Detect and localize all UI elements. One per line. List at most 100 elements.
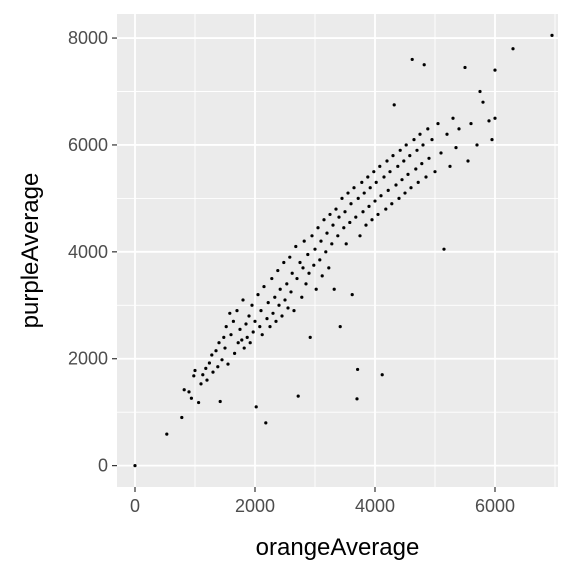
data-point	[231, 319, 235, 323]
data-point	[226, 362, 230, 366]
data-point	[403, 191, 407, 195]
data-points	[133, 33, 554, 468]
x-tick-label: 4000	[355, 496, 395, 516]
data-point	[238, 327, 242, 331]
data-point	[415, 148, 419, 152]
data-point	[370, 218, 374, 222]
data-point	[410, 57, 414, 62]
data-point	[220, 358, 224, 362]
data-point	[280, 314, 284, 318]
data-point	[358, 234, 362, 238]
data-point	[490, 137, 494, 142]
data-point	[392, 103, 396, 107]
data-point	[397, 196, 401, 200]
data-point	[433, 170, 437, 174]
x-tick-label: 0	[130, 496, 140, 516]
data-point	[201, 373, 205, 377]
data-point	[364, 223, 368, 227]
data-point	[270, 276, 274, 281]
data-point	[448, 164, 452, 168]
data-point	[412, 137, 416, 142]
data-point	[247, 314, 251, 318]
data-point	[224, 325, 228, 329]
data-point	[319, 239, 323, 243]
x-axis-ticks: 0 2000 4000 6000	[130, 487, 515, 516]
data-point	[265, 317, 269, 321]
data-point	[420, 162, 424, 166]
data-point	[307, 271, 311, 275]
x-tick-label: 6000	[475, 496, 515, 516]
data-point	[258, 325, 262, 329]
data-point	[386, 188, 390, 192]
data-point	[445, 132, 449, 136]
data-point	[379, 194, 383, 198]
data-point	[133, 464, 137, 468]
data-point	[550, 33, 554, 37]
y-axis-ticks: 0 2000 4000 6000 8000	[68, 28, 117, 476]
data-point	[421, 143, 425, 147]
data-point	[253, 319, 257, 323]
data-point	[277, 303, 281, 307]
data-point	[337, 215, 341, 219]
data-point	[382, 175, 386, 179]
data-point	[240, 338, 244, 342]
data-point	[197, 400, 201, 405]
data-point	[378, 164, 382, 168]
data-point	[404, 143, 408, 147]
data-point	[276, 268, 280, 273]
data-point	[457, 127, 461, 131]
data-point	[454, 146, 458, 150]
data-point	[310, 234, 314, 238]
data-point	[436, 121, 440, 126]
data-point	[318, 258, 322, 262]
data-point	[264, 421, 268, 425]
data-point	[334, 207, 338, 211]
data-point	[325, 231, 329, 235]
data-point	[327, 266, 331, 270]
data-point	[302, 239, 306, 243]
data-point	[228, 311, 232, 315]
data-point	[273, 295, 277, 299]
data-point	[348, 220, 352, 225]
data-point	[342, 226, 346, 230]
data-point	[338, 325, 342, 329]
data-point	[478, 89, 482, 94]
data-point	[418, 132, 422, 136]
data-point	[424, 175, 428, 179]
data-point	[260, 333, 264, 337]
data-point	[355, 397, 359, 401]
data-point	[278, 287, 282, 291]
data-point	[368, 186, 372, 190]
data-point	[236, 341, 240, 345]
data-point	[396, 164, 400, 168]
data-point	[308, 335, 312, 339]
data-point	[193, 368, 197, 373]
data-point	[233, 351, 237, 355]
data-point	[285, 282, 289, 286]
data-point	[322, 218, 326, 222]
data-point	[296, 394, 300, 398]
data-point	[286, 306, 290, 310]
data-point	[388, 170, 392, 174]
data-point	[330, 242, 334, 246]
data-point	[259, 309, 263, 313]
data-point	[331, 223, 335, 227]
data-point	[241, 298, 245, 302]
data-point	[207, 361, 211, 365]
data-point	[288, 255, 292, 259]
data-point	[426, 127, 430, 131]
data-point	[366, 175, 370, 179]
data-point	[406, 172, 410, 176]
data-point	[250, 303, 254, 307]
data-point	[187, 390, 191, 394]
data-point	[384, 207, 388, 211]
data-point	[463, 65, 467, 70]
data-point	[328, 212, 332, 217]
data-point	[469, 121, 473, 126]
data-point	[374, 180, 378, 184]
major-gridlines	[117, 14, 558, 487]
data-point	[442, 247, 446, 251]
data-point	[218, 399, 222, 404]
data-point	[372, 170, 376, 174]
